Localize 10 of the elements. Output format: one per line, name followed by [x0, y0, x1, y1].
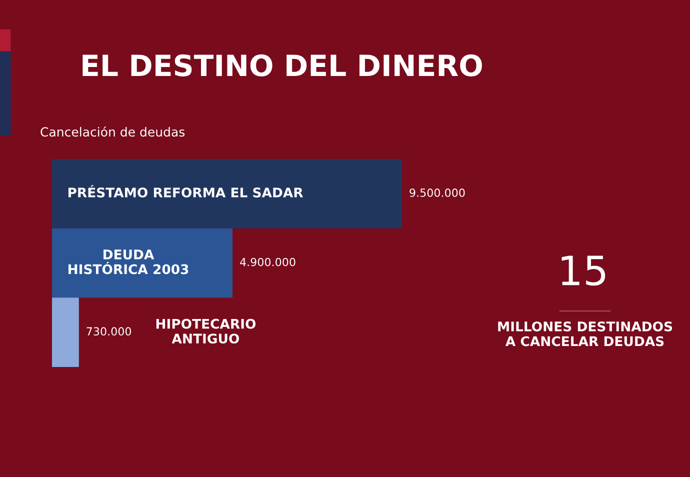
data-label: 4.900.000 — [240, 258, 296, 266]
y-tick-label: DEUDA HISTÓRICA 2003 — [68, 250, 188, 274]
chart-subtitle: Cancelación de deudas — [40, 126, 185, 137]
data-label: 9.500.000 — [410, 188, 465, 197]
text: 15 — [562, 256, 606, 286]
y-tick-label: HIPOTECARIO ANTIGUO — [156, 318, 256, 344]
y-tick-label: PRÉSTAMO REFORMA EL SADAR — [68, 185, 304, 198]
data-label: 730.000 — [86, 327, 132, 336]
chart-title: EL DESTINO DEL DINERO — [82, 54, 482, 76]
text: MILLONES DESTINADOS A CANCELAR DEUDAS — [498, 321, 672, 346]
